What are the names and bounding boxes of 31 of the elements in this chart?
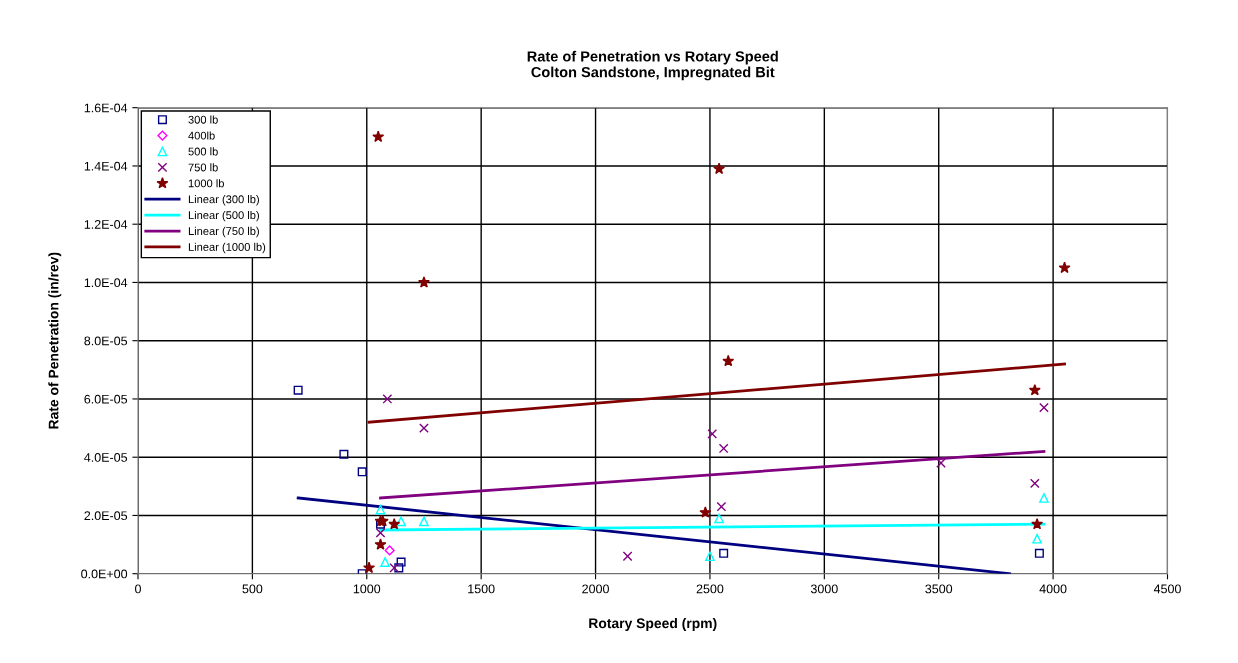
- x-tick-label: 2000: [582, 584, 609, 594]
- y-tick-label: 6.0E-05: [84, 394, 128, 404]
- y-tick-label: 1.4E-04: [84, 161, 128, 171]
- x-tick-label: 3500: [925, 584, 953, 594]
- legend-label: Linear (300 lb): [188, 195, 259, 206]
- y-tick-label: 1.2E-04: [84, 220, 128, 229]
- chart-title: Rate of Penetration vs Rotary Speed Colton Sandstone, Impregnated Bit: [527, 50, 778, 81]
- x-tick-label: 3000: [810, 584, 838, 594]
- x-tick-label: 4000: [1039, 584, 1067, 594]
- legend-label: Linear (1000 lb): [188, 242, 266, 254]
- legend-label: 500 lb: [188, 147, 218, 156]
- legend-label: 1000 lb: [188, 179, 224, 188]
- y-tick-label: 0.0E+00: [81, 569, 128, 579]
- legend-label: Linear (500 lb): [188, 210, 259, 222]
- y-tick-label: 2.0E-05: [84, 511, 128, 521]
- y-tick-label: 4.0E-05: [84, 453, 128, 462]
- y-tick-label: 8.0E-05: [84, 336, 128, 346]
- legend-label: 300 lb: [188, 115, 218, 124]
- y-tick-label: 1.6E-04: [84, 103, 128, 113]
- x-tick-label: 4500: [1153, 584, 1181, 594]
- x-tick-label: 2500: [696, 584, 724, 594]
- x-tick-label: 1500: [468, 584, 495, 594]
- x-tick-label: 500: [242, 584, 263, 594]
- x-tick-label: 0: [135, 584, 141, 594]
- x-axis-title: Rotary Speed (rpm): [589, 617, 717, 631]
- x-tick-label: 1000: [353, 584, 381, 594]
- y-tick-label: 1.0E-04: [84, 278, 128, 288]
- legend-label: Linear (750 lb): [188, 226, 259, 238]
- legend-label: 750 lb: [188, 163, 218, 172]
- y-axis-title: Rate of Penetration (in/rev): [48, 252, 62, 429]
- legend-label: 400lb: [188, 131, 215, 140]
